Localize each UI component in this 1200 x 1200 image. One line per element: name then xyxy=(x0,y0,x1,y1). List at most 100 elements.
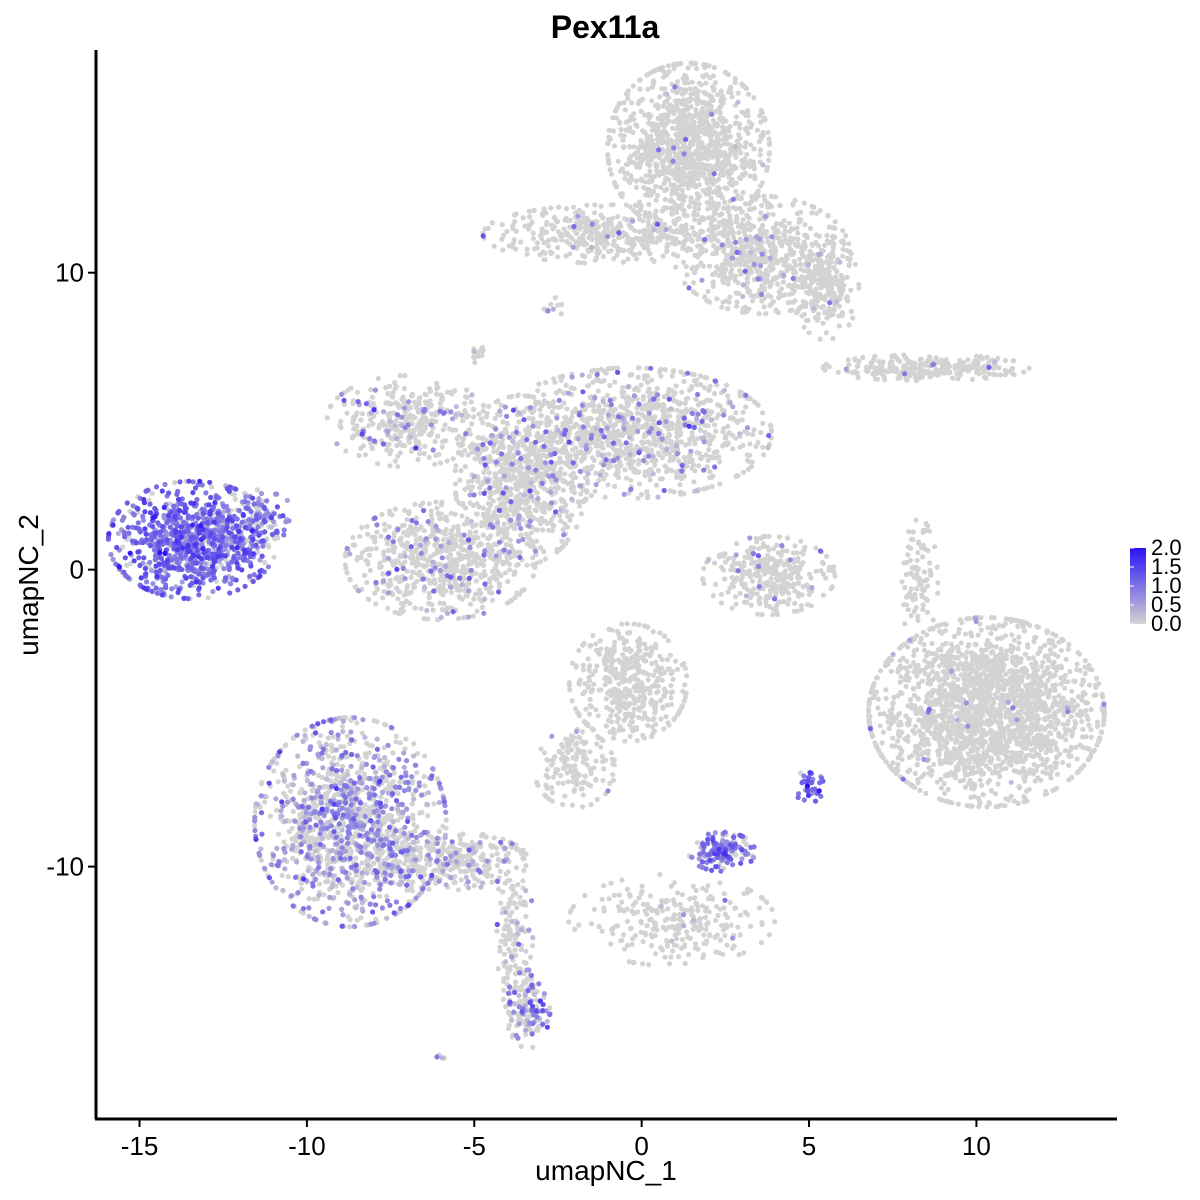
data-point xyxy=(647,477,653,483)
data-point xyxy=(392,506,398,512)
data-point xyxy=(498,900,504,906)
data-point xyxy=(274,760,280,767)
data-point xyxy=(613,463,619,469)
data-point xyxy=(120,544,126,550)
data-point xyxy=(642,471,648,477)
data-point xyxy=(461,861,467,867)
data-point xyxy=(504,531,510,537)
data-point xyxy=(508,543,514,549)
data-point xyxy=(474,501,480,507)
data-point xyxy=(498,402,504,408)
data-point xyxy=(463,394,469,400)
data-point xyxy=(564,454,571,460)
data-point xyxy=(410,816,416,822)
data-point xyxy=(408,523,414,530)
data-point xyxy=(390,750,396,756)
data-point xyxy=(417,451,423,457)
data-point xyxy=(494,862,500,869)
data-point xyxy=(758,183,764,189)
data-point xyxy=(514,562,520,568)
data-point xyxy=(513,979,519,985)
data-point xyxy=(458,877,464,883)
data-point xyxy=(506,394,512,400)
data-point xyxy=(512,594,518,601)
data-point xyxy=(418,606,424,612)
data-point xyxy=(405,856,411,862)
data-point xyxy=(362,775,368,782)
data-point xyxy=(694,450,700,456)
data-point xyxy=(535,388,541,394)
data-point xyxy=(411,741,417,747)
data-point xyxy=(434,391,440,397)
data-point xyxy=(751,95,757,101)
data-point xyxy=(606,160,612,166)
data-point xyxy=(423,419,429,425)
data-point xyxy=(606,451,612,457)
data-point xyxy=(646,115,652,121)
data-point xyxy=(378,533,384,539)
data-point xyxy=(534,1026,540,1032)
data-point xyxy=(448,589,454,595)
data-point xyxy=(743,404,749,410)
data-point xyxy=(530,514,536,520)
data-point xyxy=(492,489,498,495)
data-point xyxy=(693,66,700,72)
data-point xyxy=(435,776,441,782)
data-point xyxy=(493,561,499,568)
data-point xyxy=(431,846,437,853)
data-point xyxy=(682,400,688,406)
data-point xyxy=(665,176,672,182)
data-point xyxy=(507,949,513,956)
data-point xyxy=(624,408,630,414)
data-point xyxy=(490,843,496,849)
data-point xyxy=(720,429,726,435)
data-point xyxy=(683,442,689,448)
data-point xyxy=(694,133,700,139)
data-point xyxy=(427,534,433,540)
data-point xyxy=(366,596,372,603)
data-point xyxy=(746,119,752,125)
data-point xyxy=(541,518,547,524)
data-point xyxy=(420,500,426,506)
data-point xyxy=(471,596,477,602)
data-point xyxy=(449,427,455,433)
data-point xyxy=(720,115,726,122)
data-point xyxy=(399,840,406,846)
data-point xyxy=(496,583,502,590)
data-point xyxy=(403,543,409,549)
data-point xyxy=(668,467,675,473)
data-point xyxy=(623,162,630,168)
data-point xyxy=(367,417,374,423)
data-point xyxy=(587,394,593,401)
data-point xyxy=(651,79,657,85)
data-point xyxy=(520,516,526,523)
data-point xyxy=(488,546,494,552)
data-point xyxy=(443,817,449,823)
data-point xyxy=(340,763,346,769)
data-point xyxy=(475,543,482,549)
data-point xyxy=(611,413,617,419)
data-point xyxy=(456,615,462,622)
data-point xyxy=(673,383,679,389)
data-point xyxy=(359,874,365,880)
data-point xyxy=(533,508,540,514)
data-point xyxy=(740,409,746,415)
data-point xyxy=(408,448,414,454)
data-point xyxy=(505,923,511,929)
data-point xyxy=(533,527,539,533)
data-point xyxy=(506,454,512,460)
data-point xyxy=(514,590,520,596)
data-point xyxy=(595,408,601,414)
data-point xyxy=(300,910,306,916)
data-point xyxy=(283,767,289,773)
data-point xyxy=(485,500,492,507)
data-point xyxy=(720,166,726,172)
data-point xyxy=(398,607,404,613)
data-point xyxy=(560,478,566,484)
data-point xyxy=(654,163,660,169)
data-point xyxy=(408,574,414,581)
data-point xyxy=(671,455,677,461)
data-point xyxy=(468,487,474,493)
data-point xyxy=(667,488,673,494)
data-point xyxy=(497,529,503,535)
